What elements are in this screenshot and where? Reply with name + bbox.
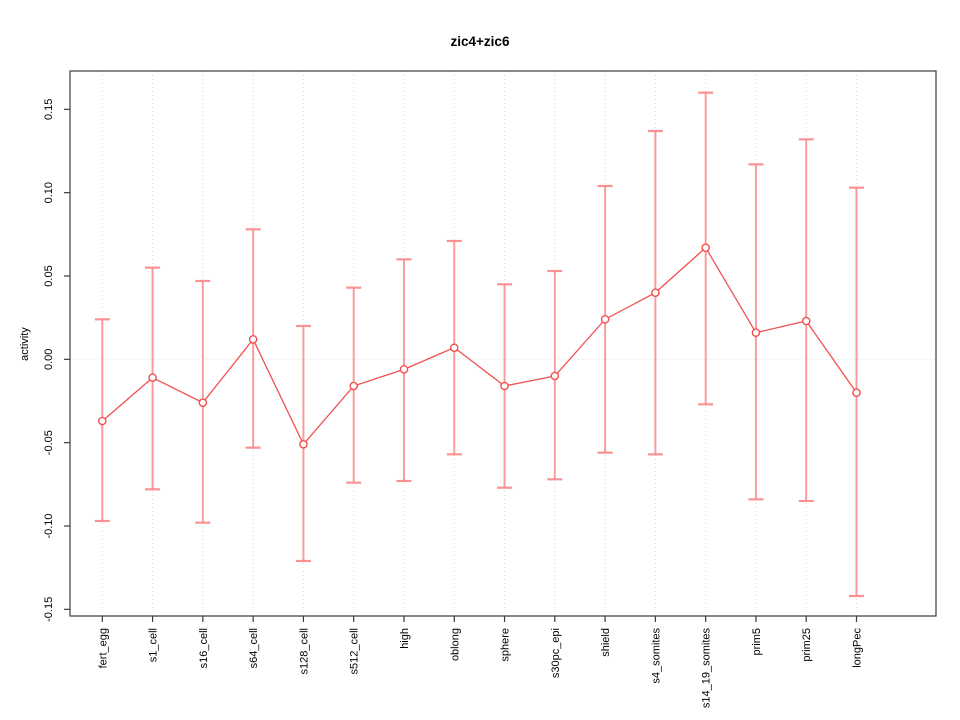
x-tick-label: s30pc_epi [550, 628, 562, 678]
data-point [198, 398, 208, 407]
y-tick-label: 0.15 [43, 99, 55, 120]
x-tick-label: s128_cell [298, 628, 310, 674]
frame-layer [69, 70, 937, 617]
data-point [500, 381, 509, 391]
data-point [550, 371, 560, 381]
y-tick-label: -0.10 [43, 513, 55, 538]
y-tick-label: -0.05 [43, 430, 55, 455]
x-tick-label: s14_19_somites [701, 628, 713, 709]
y-tick-label: 0.05 [43, 265, 55, 286]
data-point [651, 288, 660, 297]
x-tick-label: sphere [500, 628, 512, 662]
data-point [299, 440, 308, 449]
data-point [98, 416, 107, 426]
data-point [349, 381, 359, 391]
data-point [449, 343, 459, 352]
y-axis-label: activity [19, 327, 31, 361]
x-tick-label: s4_somites [650, 628, 662, 684]
y-tick-label: -0.15 [43, 597, 55, 622]
data-point [701, 243, 710, 252]
data-point [801, 316, 811, 326]
data-point [248, 335, 258, 344]
x-tick-label: s16_cell [198, 628, 210, 668]
data-point [148, 373, 157, 382]
x-tick-label: high [399, 628, 411, 649]
x-tick-label: longPec [852, 628, 864, 668]
x-tick-label: s64_cell [248, 628, 260, 668]
data-layer [94, 91, 864, 598]
chart-title: zic4+zic6 [451, 34, 510, 49]
x-tick-label: s512_cell [349, 628, 361, 674]
series-line [101, 246, 858, 446]
data-point [852, 388, 861, 397]
axis-layer: -0.15 -0.10 -0.05 0.00 0.05 0.10 0.15 fert_egg s… [43, 99, 864, 708]
x-tick-label: fert_egg [97, 628, 109, 668]
x-tick-label: oblong [449, 628, 461, 661]
x-tick-label: shield [600, 628, 612, 657]
x-tick-label: prim25 [801, 628, 813, 662]
x-tick-label: prim5 [751, 628, 763, 656]
plot-frame [69, 70, 937, 617]
data-point [399, 365, 409, 374]
y-tick-label: 0.10 [43, 182, 55, 203]
y-tick-label: 0.00 [43, 349, 55, 370]
data-point [600, 315, 610, 324]
data-point [751, 328, 761, 337]
x-tick-label: s1_cell [148, 628, 160, 662]
